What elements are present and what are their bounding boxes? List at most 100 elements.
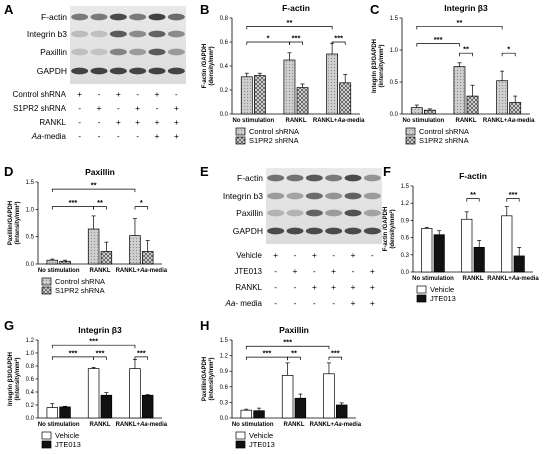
panel-e: E F-actin Integrin b3 Paxillin GAPDH Vehicl…	[200, 164, 382, 308]
blot-sign: +	[370, 282, 375, 292]
category-part: Aa	[336, 118, 345, 124]
blot-band	[90, 67, 108, 75]
x-category-label: RANKL+Aa-media	[116, 422, 168, 428]
y-axis-unit: (density/mm²)	[208, 46, 215, 85]
blot-band	[344, 209, 362, 217]
blot-sign: -	[313, 298, 316, 308]
chart-b: F-actin 0.0 0.2 0.4 0.6 0.8 F-actin /GAPDH (den…	[202, 3, 365, 145]
x-category-label: RANKL+Aa-media	[116, 268, 168, 274]
y-tick-label: 0.2	[26, 403, 35, 409]
bar	[461, 218, 473, 273]
significance-bracket	[506, 198, 520, 202]
legend-label: JTE013	[55, 440, 81, 449]
bar	[423, 109, 436, 115]
y-tick-label: 0.6	[401, 236, 410, 242]
significance-label: ***	[283, 338, 292, 347]
y-axis-unit: (intensity/mm²)	[14, 201, 21, 244]
bar	[253, 75, 266, 115]
condition-italic: Aa	[225, 299, 236, 308]
y-tick-label: 0.6	[220, 40, 229, 46]
legend-label: JTE013	[430, 294, 456, 303]
y-axis-label: Paxillin/GAPDH	[8, 201, 14, 245]
y-axis-label: Integrin β3/GAPDH	[8, 352, 14, 406]
blot-sign: +	[116, 117, 121, 127]
blot-sign: +	[155, 117, 160, 127]
blot-sign: +	[331, 266, 336, 276]
y-axis-label: Integrin β3/GAPDH	[372, 39, 378, 93]
category-part: -media	[345, 118, 365, 124]
significance-label: **	[287, 18, 293, 27]
panel-label-c: C	[370, 2, 380, 17]
blot-sign: -	[371, 250, 374, 260]
category-part: RANKL+	[487, 276, 512, 282]
y-tick-label: 0.0	[401, 270, 410, 276]
legend-swatch	[235, 440, 246, 449]
legend-label: Vehicle	[430, 285, 454, 294]
significance-label: ***	[137, 348, 146, 357]
blot-sign: -	[294, 250, 297, 260]
blot-sign: -	[294, 282, 297, 292]
x-category-label: No stimulation	[38, 422, 80, 428]
blot-band	[305, 209, 323, 217]
significance-label: ***	[69, 198, 78, 207]
y-tick-label: 0.5	[26, 235, 35, 241]
bar	[283, 59, 296, 115]
blot-sign: +	[370, 266, 375, 276]
bar	[296, 87, 309, 115]
y-tick-label: 0.9	[401, 218, 410, 224]
blot-protein-label: GAPDH	[37, 66, 67, 76]
blot-sign: +	[135, 103, 140, 113]
significance-label: **	[463, 45, 469, 54]
legend-swatch	[235, 431, 246, 440]
panel-label-h: H	[200, 318, 209, 333]
legend-swatch	[41, 277, 52, 286]
blot-band	[109, 13, 127, 21]
blot-sign: -	[98, 131, 101, 141]
blot-sign: +	[312, 282, 317, 292]
significance-label: ***	[89, 337, 98, 346]
y-axis-unit: (intensity/mm²)	[208, 357, 215, 400]
significance-label: ***	[334, 34, 343, 43]
significance-label: ***	[292, 34, 301, 43]
bar	[46, 259, 59, 265]
significance-bracket	[51, 188, 136, 193]
blot-band	[167, 48, 185, 56]
y-tick-label: 1.5	[220, 338, 229, 344]
bar	[410, 107, 423, 115]
y-axis-unit: (intensity/mm²)	[378, 44, 385, 87]
blot-band	[167, 67, 185, 75]
blot-sign: +	[174, 103, 179, 113]
blot-condition-label: RANKL	[235, 283, 262, 292]
category-part: -media	[519, 276, 539, 282]
bar	[496, 80, 509, 115]
x-category-label: RANKL	[463, 276, 484, 282]
significance-bracket	[246, 26, 333, 30]
y-tick-label: 0.5	[390, 80, 399, 86]
blot-sign: +	[174, 131, 179, 141]
y-axis-label: F-actin /GAPDH	[202, 44, 208, 89]
legend-label: Control shRNA	[55, 277, 105, 286]
legend-swatch	[41, 431, 52, 440]
blot-protein-label: Paxillin	[236, 208, 263, 218]
x-category-label: RANKL+Aa-media	[313, 118, 365, 124]
significance-bracket	[134, 206, 149, 210]
blot-sign: -	[294, 298, 297, 308]
significance-bracket	[93, 356, 107, 360]
blot-band	[71, 30, 89, 38]
chart-title: Integrin β3	[444, 3, 488, 13]
blot-band	[267, 209, 285, 217]
blot-band	[286, 192, 304, 200]
y-axis-label: F-actin /GAPDH	[383, 207, 389, 252]
significance-label: **	[470, 190, 476, 199]
blot-band	[286, 209, 304, 217]
significance-bracket	[93, 206, 107, 210]
blot-sign: -	[78, 117, 81, 127]
category-part: Aa	[506, 118, 515, 124]
blot-band	[90, 48, 108, 56]
y-tick-label: 1.5	[401, 184, 410, 190]
bar	[253, 410, 265, 419]
significance-bracket	[328, 356, 343, 361]
bar	[100, 251, 113, 265]
blot-condition-label: JTE013	[234, 267, 262, 276]
